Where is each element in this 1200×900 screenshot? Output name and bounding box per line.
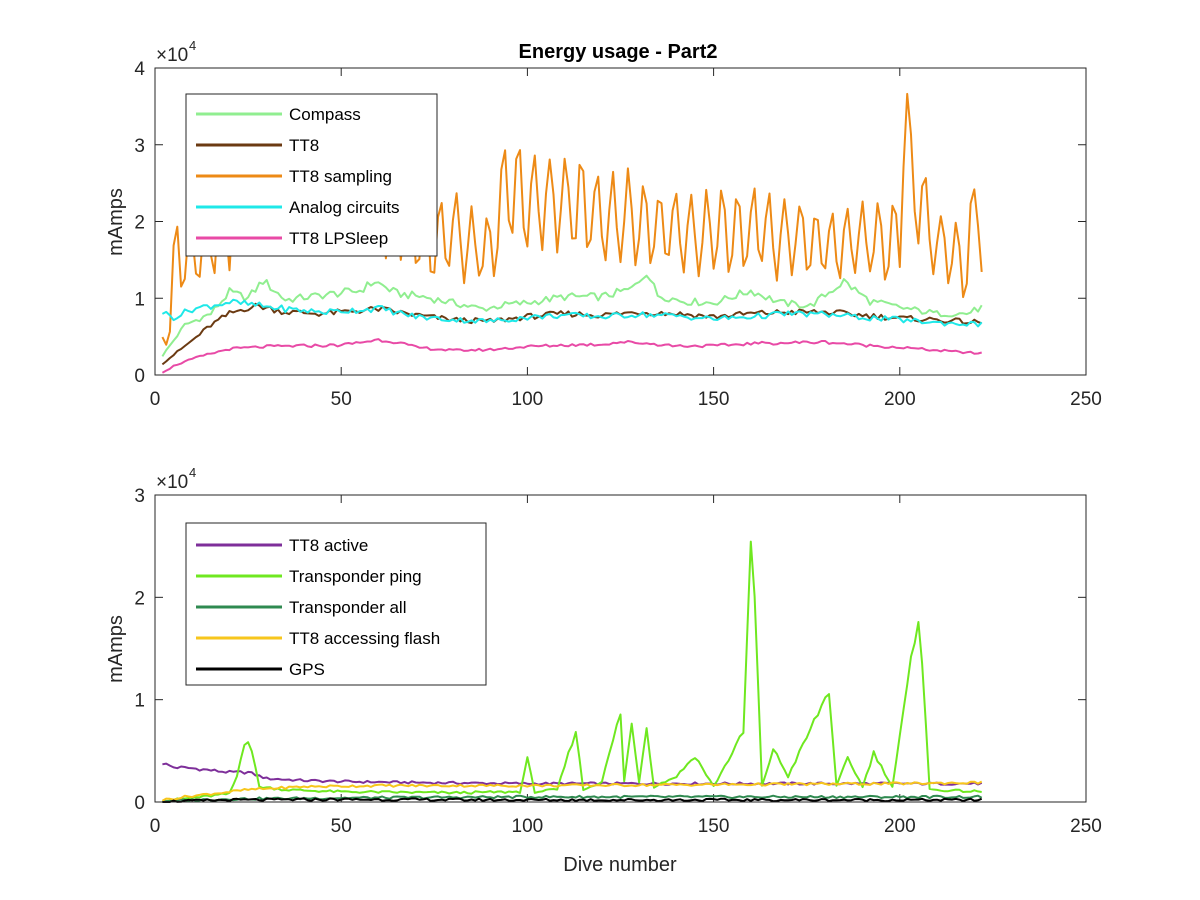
y-axis-exponent: ×10 4 bbox=[156, 38, 196, 66]
axes-box bbox=[154, 67, 1087, 376]
subplot-energy-part2: Energy usage - Part2 ×10 4 mAmps 0 50 100 1… bbox=[105, 38, 1102, 410]
y-tick-label: 0 bbox=[134, 366, 145, 387]
y-axis-label: mAmps bbox=[105, 188, 127, 256]
y-exponent-base: ×10 bbox=[156, 472, 188, 493]
x-tick-label: 0 bbox=[150, 389, 161, 410]
legend-box bbox=[185, 522, 487, 686]
chart-title: Energy usage - Part2 bbox=[519, 41, 718, 63]
legend: TT8 active Transponder ping Transponder al… bbox=[185, 522, 487, 686]
y-exponent-base: ×10 bbox=[156, 45, 188, 66]
legend-label-compass: Compass bbox=[289, 105, 361, 124]
y-tick-label: 3 bbox=[134, 136, 145, 157]
y-tick-label: 3 bbox=[134, 486, 145, 507]
x-tick-label: 100 bbox=[512, 389, 544, 410]
x-tick-label: 0 bbox=[150, 816, 161, 837]
x-tick-label: 50 bbox=[331, 816, 352, 837]
legend-label-tt8-accessing-flash: TT8 accessing flash bbox=[289, 629, 440, 648]
x-axis-label: Dive number bbox=[563, 854, 677, 876]
y-tick-label: 0 bbox=[134, 793, 145, 814]
legend-label-tt8-lpsleep: TT8 LPSleep bbox=[289, 229, 388, 248]
series-line-compass bbox=[161, 274, 983, 357]
x-tick-label: 150 bbox=[698, 389, 730, 410]
y-exponent-power: 4 bbox=[189, 38, 196, 53]
legend-label-tt8-active: TT8 active bbox=[289, 536, 368, 555]
axis-ticks: 0 50 100 150 200 250 0 1 2 3 bbox=[134, 486, 1101, 837]
y-tick-label: 1 bbox=[134, 691, 145, 712]
x-tick-label: 250 bbox=[1070, 389, 1102, 410]
x-tick-label: 150 bbox=[698, 816, 730, 837]
y-tick-label: 2 bbox=[134, 213, 145, 234]
y-tick-label: 1 bbox=[134, 289, 145, 310]
legend-label-gps: GPS bbox=[289, 660, 325, 679]
y-axis-exponent: ×10 4 bbox=[156, 465, 196, 493]
subplot-dive-number: ×10 4 mAmps Dive number 0 50 100 150 200 2500… bbox=[105, 465, 1102, 876]
x-tick-label: 50 bbox=[331, 389, 352, 410]
y-tick-label: 2 bbox=[134, 588, 145, 609]
series-line-analog-circuits bbox=[161, 298, 983, 328]
y-exponent-power: 4 bbox=[189, 465, 196, 480]
legend: Compass TT8 TT8 sampling Analog circuits TT8… bbox=[185, 93, 438, 257]
x-tick-label: 200 bbox=[884, 389, 916, 410]
legend-label-transponder-ping: Transponder ping bbox=[289, 567, 422, 586]
series-line-tt8-lpsleep bbox=[161, 338, 982, 374]
x-tick-label: 250 bbox=[1070, 816, 1102, 837]
legend-label-analog-circuits: Analog circuits bbox=[289, 198, 400, 217]
x-tick-label: 100 bbox=[512, 816, 544, 837]
y-tick-label: 4 bbox=[134, 59, 145, 80]
y-axis-label: mAmps bbox=[105, 615, 127, 683]
legend-label-tt8: TT8 bbox=[289, 136, 319, 155]
x-tick-label: 200 bbox=[884, 816, 916, 837]
legend-label-transponder-all: Transponder all bbox=[289, 598, 407, 617]
series-line-gps bbox=[162, 797, 983, 803]
series-line-tt8-accessing-flash bbox=[161, 780, 983, 802]
series-line-transponder-ping bbox=[162, 540, 982, 803]
legend-label-tt8-sampling: TT8 sampling bbox=[289, 167, 392, 186]
series-lines bbox=[161, 540, 983, 803]
axes-box bbox=[154, 494, 1087, 803]
